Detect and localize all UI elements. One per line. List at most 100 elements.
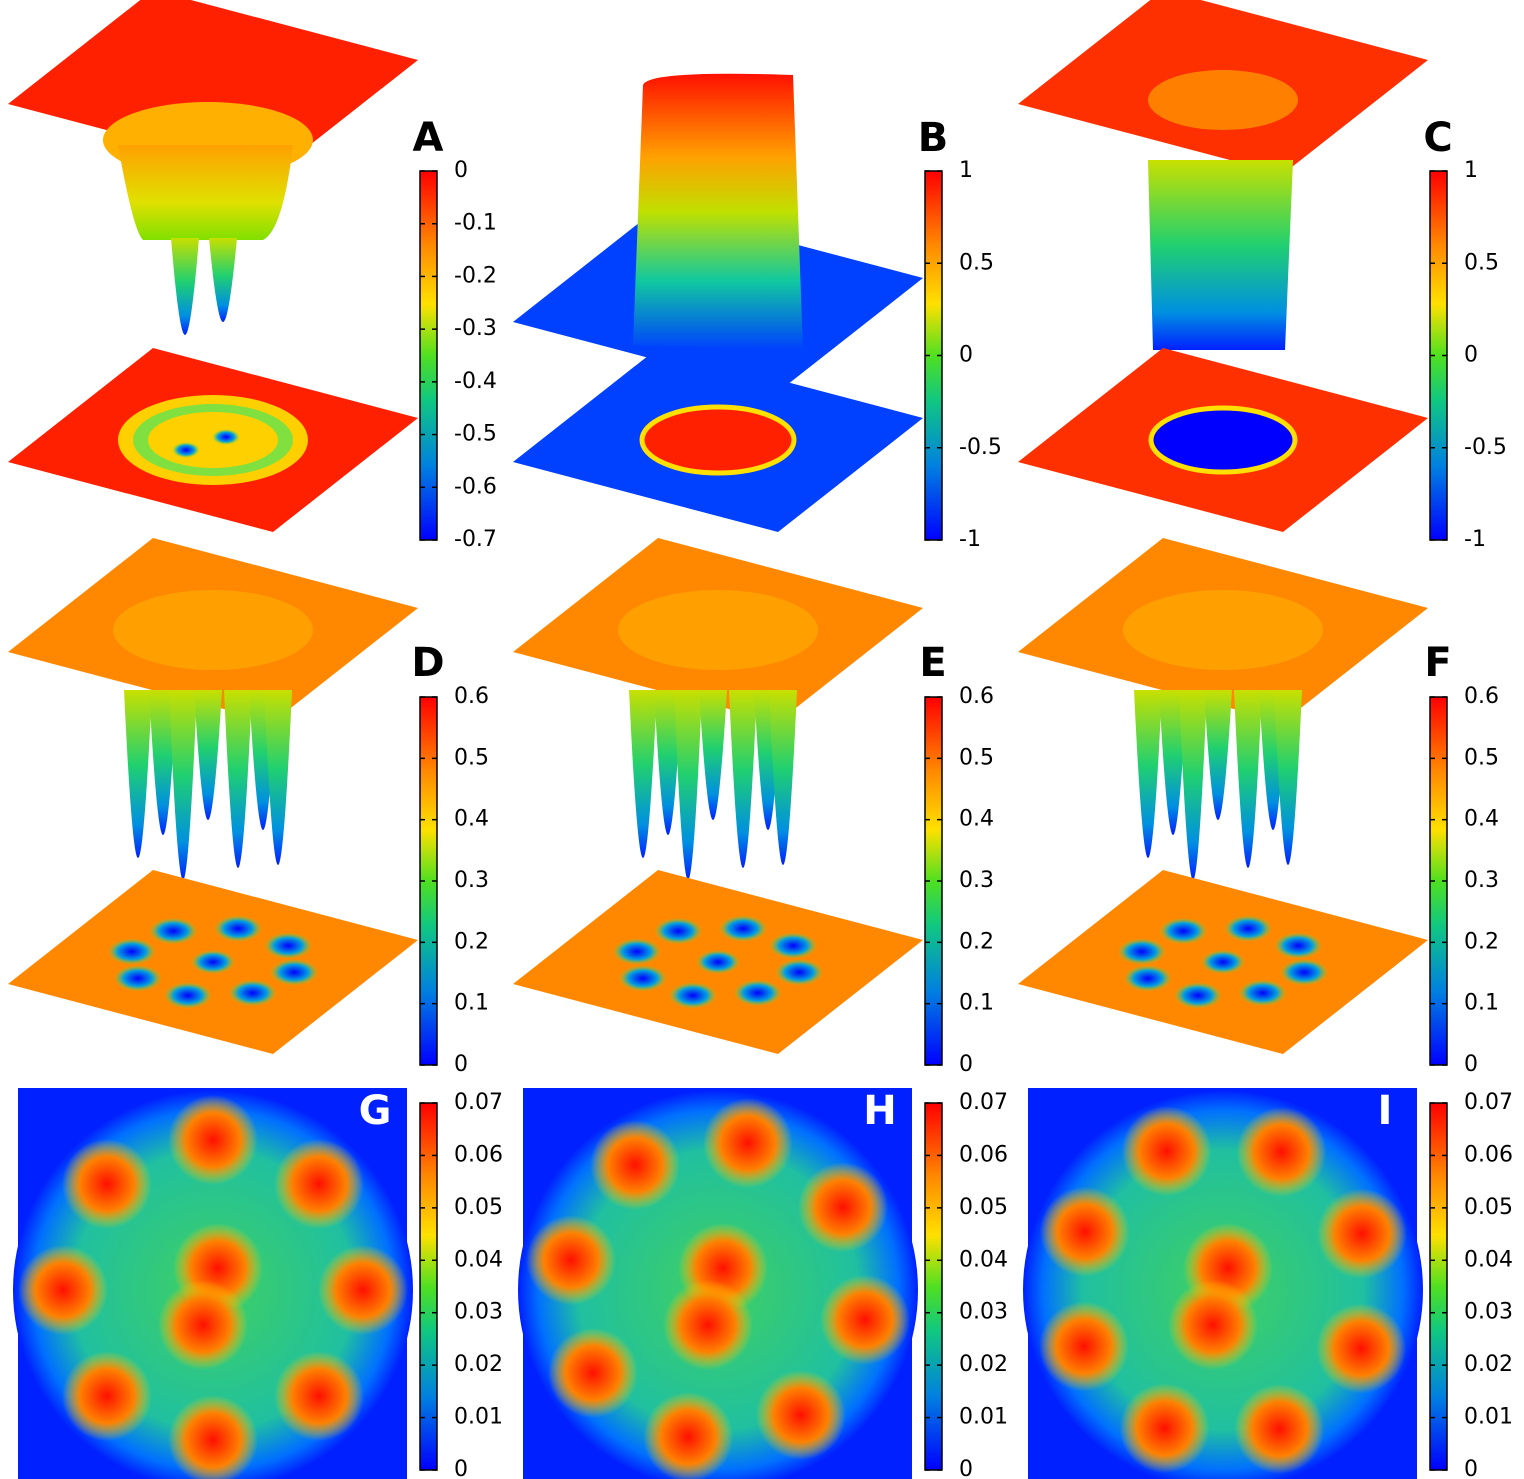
colorbar-tick-label: -0.4 [454,369,497,394]
surface-column [1148,160,1293,350]
colorbar-tick-label: 0.3 [1464,868,1499,893]
colorbar-tick-label: 0.4 [454,807,489,832]
colorbar-tick-label: 0.5 [1464,250,1499,275]
surface-dot [1173,982,1222,1009]
surface-disc [639,404,797,476]
surface-dot [172,442,200,458]
colorbar-tick-label: 0.4 [1464,807,1499,832]
colorbar-tick-label: -0.5 [454,422,497,447]
surface-bumps [1123,590,1323,670]
surface-spike [699,690,727,820]
panel-label: E [919,640,946,686]
colorbar-tick-label: 0.07 [959,1090,1008,1115]
surface-dot [191,950,235,974]
heatmap-blob [702,1097,793,1188]
heatmap-blob [1316,1303,1407,1394]
colorbar-tick-label: 0.2 [959,929,994,954]
surface-dot [1117,938,1166,965]
colorbar-tick-label: 0.5 [1464,745,1499,770]
heatmap-blob [663,1280,753,1370]
heatmap-blob [318,1245,408,1335]
colorbar-tick-label: 0.1 [454,991,489,1016]
colorbar-tick-label: 0 [454,158,468,183]
surface-spike [1179,690,1207,880]
surface-spike [1159,690,1187,835]
surface-spike [729,690,757,868]
heatmap-blob [274,1351,365,1442]
panel-label: B [918,115,949,161]
colorbar-tick-label: 0.04 [959,1247,1008,1272]
surface-spike [149,690,177,835]
colorbar-tick-label: 0.5 [454,745,489,770]
heatmap-blob [1236,1106,1327,1197]
panel-label: H [863,1088,896,1134]
colorbar-tick-label: 0.1 [959,991,994,1016]
panel-label: A [413,115,444,161]
panel-label: I [1378,1088,1393,1134]
surface-spike [209,238,237,322]
colorbar-tick-label: 0.04 [1464,1247,1513,1272]
surface-dot [1224,915,1273,942]
heatmap-blob [1316,1188,1407,1279]
surface-dot [733,979,782,1007]
surface-spike [769,690,797,865]
surface-dot [719,915,768,942]
colorbar-tick-label: 0.05 [1464,1195,1513,1220]
heatmap-blob [1119,1383,1210,1474]
surface-spike [674,690,702,880]
surface-ring [148,412,278,468]
colorbar-tick-label: 1 [959,158,973,183]
heatmap-blob [274,1138,365,1229]
colorbar-tick-label: 0.2 [454,929,489,954]
colorbar-tick-label: 0 [959,343,973,368]
colorbar-tick-label: 1 [1464,158,1478,183]
heatmap-blob [61,1351,152,1442]
colorbar [419,170,438,541]
surface-dot [654,917,703,945]
surface-dot [696,950,740,974]
surface-bumps [618,590,818,670]
colorbar-tick-label: -0.3 [454,316,497,341]
panel-label: F [1424,640,1451,686]
surface-hole [1148,70,1298,130]
colorbar-tick-label: 0.4 [959,807,994,832]
colorbar-tick-label: 0.5 [959,250,994,275]
surface-column [633,73,803,350]
surface-dot [1280,959,1329,986]
surface-dot [1123,965,1172,992]
colorbar-tick-label: -0.5 [959,435,1002,460]
heatmap-blob [547,1327,638,1418]
surface-dot [1201,950,1245,974]
surface-dot [264,932,313,959]
panel-label: C [1423,115,1452,161]
surface-spike [264,690,292,865]
heatmap-blob [168,1395,258,1479]
surface-spike [124,690,152,858]
colorbar-tick-label: 0.06 [1464,1142,1513,1167]
surface-disc [1148,405,1298,475]
heatmap-blob [590,1119,681,1210]
colorbar-tick-label: 0.03 [959,1300,1008,1325]
colorbar-tick-label: 0.6 [1464,684,1499,709]
heatmap-blob [525,1215,616,1306]
colorbar-tick-label: -1 [1464,527,1486,552]
surface-spike [1204,690,1232,820]
colorbar-tick-label: -1 [959,527,981,552]
colorbar-tick-label: 0.06 [959,1142,1008,1167]
colorbar-tick-label: 0 [454,1052,468,1077]
heatmap-blob [820,1274,911,1365]
surface-dot [214,915,263,942]
surface-dot [612,938,661,965]
heatmap-blob [1039,1301,1130,1392]
surface-dot [270,959,319,986]
colorbar-tick-label: 0.07 [1464,1090,1513,1115]
colorbar-tick-label: 0.05 [454,1195,503,1220]
colorbar-tick-label: 0.6 [959,684,994,709]
colorbar-tick-label: 0.02 [454,1352,503,1377]
panel-label: G [359,1088,392,1134]
colorbar-tick-label: -0.6 [454,474,497,499]
colorbar-tick-label: 0.06 [454,1142,503,1167]
heatmap-blob [168,1095,258,1185]
colorbar-tick-label: 0.05 [959,1195,1008,1220]
surface-dot [668,982,717,1009]
